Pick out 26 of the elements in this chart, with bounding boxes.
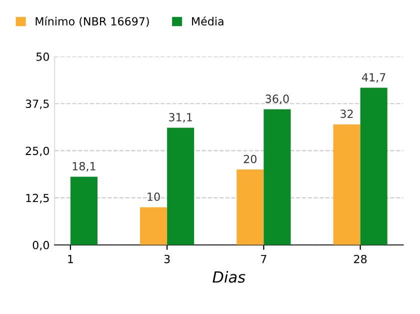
- bar: [264, 109, 291, 245]
- bar: [167, 128, 194, 245]
- bar: [236, 170, 264, 245]
- x-tick-label: 3: [164, 254, 170, 264]
- x-tick-label: 7: [261, 254, 266, 264]
- data-label: 41,7: [362, 73, 386, 83]
- data-label: 31,1: [169, 113, 192, 123]
- y-tick-label: 25,0: [26, 146, 49, 156]
- y-tick-label: 0,0: [32, 240, 49, 250]
- data-label: 20: [244, 154, 256, 164]
- data-label: 18,1: [72, 162, 96, 172]
- bar: [360, 88, 388, 245]
- y-tick-label: 12,5: [26, 194, 49, 204]
- data-label: 36,0: [266, 94, 289, 104]
- x-tick-label: 28: [354, 254, 367, 264]
- legend-label: Média: [192, 16, 224, 26]
- x-tick-label: 1: [68, 254, 73, 264]
- data-label: 32: [340, 110, 353, 118]
- y-tick-label: 37,5: [26, 100, 49, 110]
- y-tick-label: 50: [36, 52, 49, 61]
- bar: [70, 176, 98, 245]
- x-axis-title: Dias: [212, 270, 246, 283]
- data-label: 10: [148, 192, 160, 201]
- bar: [333, 124, 360, 245]
- bar: [140, 207, 168, 245]
- legend-label: Mínimo (NBR 16697): [36, 16, 149, 27]
